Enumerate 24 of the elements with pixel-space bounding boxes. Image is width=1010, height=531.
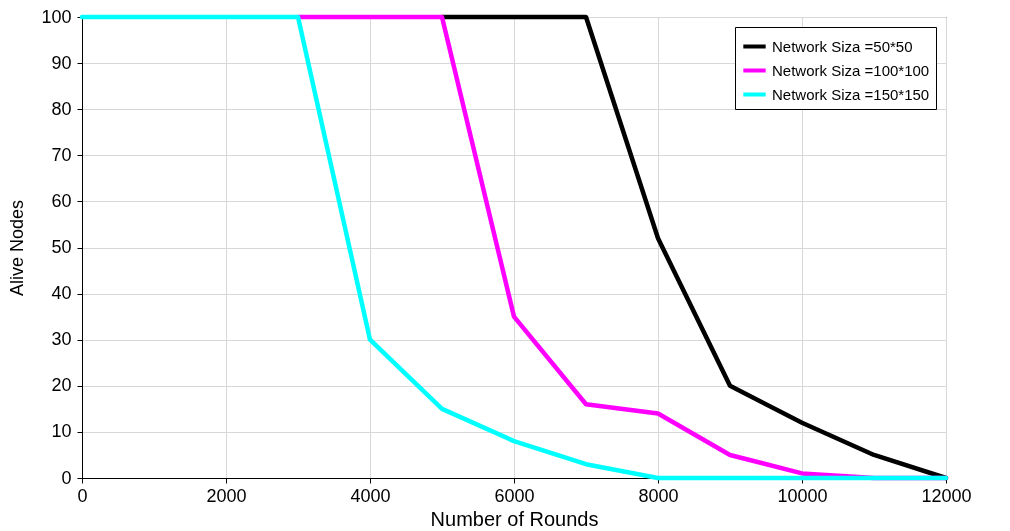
line-series xyxy=(79,14,949,481)
legend-label: Network Siza =150*150 xyxy=(772,85,930,103)
y-tick-label: 70 xyxy=(51,144,72,165)
y-tick-label: 0 xyxy=(61,467,72,488)
x-tick-label: 4000 xyxy=(350,485,391,506)
legend-label: Network Siza =100*100 xyxy=(772,61,930,79)
y-axis-title: Alive Nodes xyxy=(7,199,28,297)
legend-label: Network Siza =50*50 xyxy=(772,37,913,55)
y-tick-label: 30 xyxy=(51,329,72,350)
y-tick-label: 80 xyxy=(51,98,72,119)
x-tick-label: 0 xyxy=(77,485,88,506)
x-tick-label: 8000 xyxy=(638,485,679,506)
y-tick-label: 40 xyxy=(51,283,72,304)
y-tick-label: 100 xyxy=(41,6,72,27)
y-tick-label: 50 xyxy=(51,237,72,257)
x-tick-label: 12000 xyxy=(921,485,972,506)
y-tick-label: 90 xyxy=(51,52,72,73)
y-tick-label: 10 xyxy=(51,421,72,442)
x-tick-label: 6000 xyxy=(494,485,535,506)
x-tick-label: 2000 xyxy=(206,485,247,506)
y-tick-label: 20 xyxy=(51,375,72,396)
y-tick-label: 60 xyxy=(51,190,72,211)
x-axis-title: Number of Rounds xyxy=(430,507,599,530)
x-tick-label: 10000 xyxy=(777,485,828,506)
